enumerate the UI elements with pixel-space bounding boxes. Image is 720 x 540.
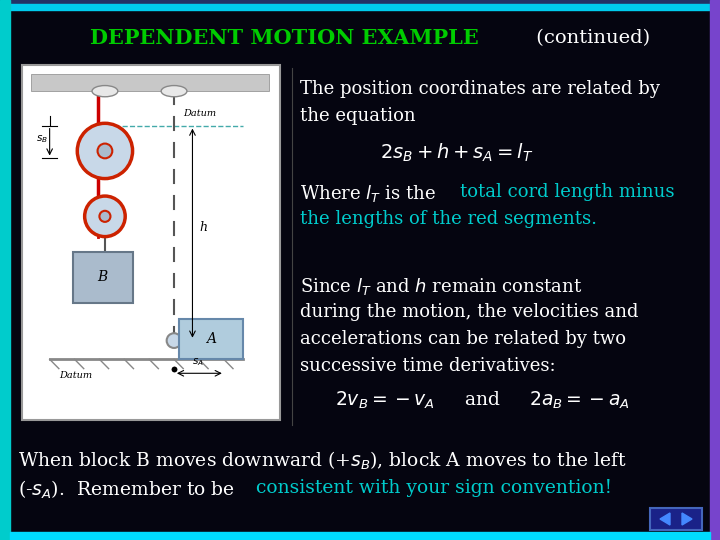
Bar [710, 0, 720, 540]
Ellipse shape [161, 85, 187, 97]
Text: A: A [206, 332, 216, 346]
Text: $s_A$: $s_A$ [192, 356, 204, 368]
Text: h: h [199, 221, 207, 234]
Bar [10, 532, 710, 540]
Polygon shape [660, 513, 670, 525]
Text: successive time derivatives:: successive time derivatives: [300, 357, 556, 375]
Text: during the motion, the velocities and: during the motion, the velocities and [300, 303, 639, 321]
Text: $2v_B = -v_A$     and     $2a_B = -a_A$: $2v_B = -v_A$ and $2a_B = -a_A$ [335, 390, 630, 411]
Ellipse shape [92, 85, 118, 97]
Text: accelerations can be related by two: accelerations can be related by two [300, 330, 626, 348]
Text: $s_B$: $s_B$ [36, 133, 48, 145]
Text: the equation: the equation [300, 107, 415, 125]
Circle shape [97, 144, 112, 158]
Text: Where $l_T$ is the: Where $l_T$ is the [300, 183, 437, 204]
Polygon shape [682, 513, 692, 525]
Text: $2s_B + h + s_A = l_T$: $2s_B + h + s_A = l_T$ [380, 142, 534, 164]
Text: Datum: Datum [59, 371, 92, 380]
Bar [31, 75, 269, 91]
Text: total cord length minus: total cord length minus [460, 183, 675, 201]
Text: When block B moves downward (+$s_B$), block A moves to the left: When block B moves downward (+$s_B$), bl… [18, 450, 626, 472]
Bar [22, 65, 280, 420]
Text: (continued): (continued) [530, 29, 650, 47]
Bar [0, 0, 10, 540]
Bar [0, 4, 720, 10]
Text: B: B [97, 270, 107, 284]
Text: (-$s_A$).  Remember to be: (-$s_A$). Remember to be [18, 479, 236, 501]
Bar [650, 508, 702, 530]
Text: consistent with your sign convention!: consistent with your sign convention! [256, 479, 612, 497]
Text: DEPENDENT MOTION EXAMPLE: DEPENDENT MOTION EXAMPLE [90, 28, 479, 48]
Text: Datum: Datum [184, 110, 217, 118]
Text: Since $l_T$ and $h$ remain constant: Since $l_T$ and $h$ remain constant [300, 276, 582, 297]
Circle shape [77, 123, 132, 179]
Circle shape [85, 196, 125, 237]
Bar [73, 252, 132, 303]
Text: the lengths of the red segments.: the lengths of the red segments. [300, 210, 597, 228]
Bar [0, 0, 720, 4]
Bar [179, 319, 243, 359]
Text: The position coordinates are related by: The position coordinates are related by [300, 80, 660, 98]
Circle shape [166, 333, 181, 348]
Circle shape [99, 211, 110, 222]
